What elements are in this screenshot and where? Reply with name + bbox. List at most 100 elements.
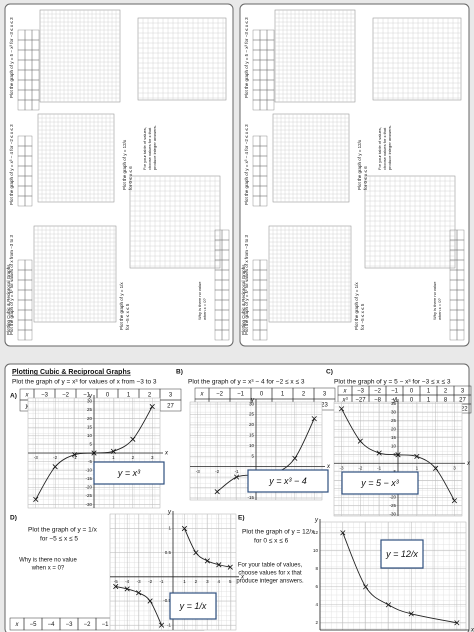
x-axis-label: x: [466, 461, 471, 467]
table-text: x: [15, 622, 20, 628]
point-cross: [130, 436, 136, 442]
y-tick-label: 0.5: [165, 550, 172, 555]
y-tick-label: -15: [247, 495, 254, 500]
question-note: choose values for x that: [238, 571, 302, 577]
y-tick-label: 30: [391, 409, 397, 414]
table-text: x: [25, 393, 30, 399]
table-text: 2: [302, 392, 306, 398]
table-cell: [456, 229, 465, 241]
table-text: −1: [391, 398, 399, 404]
point-cross: [311, 416, 317, 422]
y-tick-label: 15: [391, 435, 397, 440]
point-cross: [33, 496, 39, 502]
x-tick-label: -2: [53, 455, 57, 460]
table-text: x: [343, 389, 348, 395]
question-note: Why is there no value: [19, 558, 77, 564]
thumbnail-content: Plot the graph of y = 5 − x³ for −3 ≤ x …: [241, 9, 465, 341]
point-cross: [340, 530, 346, 536]
point-cross: [149, 404, 155, 410]
equation: y = 5 − x³: [360, 478, 400, 488]
x-tick-label: -3: [137, 579, 141, 584]
thumbnail-prompt: Plot the graph of y = 5 − x³ for −3 ≤ x …: [244, 17, 249, 98]
y-tick-label: -30: [85, 502, 92, 507]
table-cell: [266, 29, 275, 41]
x-tick-label: 3: [151, 455, 154, 460]
point-cross: [227, 564, 233, 570]
y-tick-label: -5: [88, 459, 92, 464]
y-tick-label: 15: [249, 433, 255, 438]
y-axis-label: y: [88, 394, 93, 400]
y-tick-label: 12: [313, 530, 319, 535]
point-cross: [124, 586, 130, 592]
x-tick-label: -5: [114, 579, 118, 584]
x-tick-label: 3: [453, 465, 456, 470]
blank-grid: [137, 17, 227, 101]
x-tick-label: 1: [183, 579, 186, 584]
x-axis-label: x: [164, 451, 169, 457]
table-text: 1: [427, 389, 431, 395]
point-cross: [52, 464, 58, 470]
table-text: −1: [237, 392, 245, 398]
x-tick-label: -3: [196, 469, 200, 474]
thumbnail-note: produce integer answers.: [152, 125, 157, 170]
table-text: −8: [374, 398, 382, 404]
x-tick-label: -2: [358, 465, 362, 470]
thumbnail-prompt: Plot the graph of y = 12/x: [357, 139, 362, 190]
y-tick-label: 10: [313, 548, 319, 553]
thumbnail-note: Why is there no value: [432, 281, 437, 320]
question-note: For your table of values,: [238, 563, 303, 569]
question-letter: E): [238, 515, 245, 522]
y-tick-label: 2: [315, 620, 318, 625]
x-tick-label: -4: [125, 579, 129, 584]
table-text: y: [25, 404, 30, 410]
thumbnail-note: when x = 0?: [202, 298, 207, 320]
point-cross: [181, 525, 188, 532]
point-cross: [72, 452, 78, 458]
point-cross: [158, 622, 165, 628]
thumbnail-prompt: Plot the graph of y = x³ for values of x…: [244, 234, 249, 335]
point-cross: [414, 453, 420, 460]
y-tick-label: 20: [87, 416, 93, 421]
question-prompt: Plot the graph of y = x³ for values of x…: [12, 379, 157, 386]
point-cross: [214, 489, 220, 495]
table-text: −1: [83, 393, 91, 399]
table-text: 2: [148, 393, 152, 399]
point-cross: [204, 558, 210, 564]
question-letter: D): [10, 515, 17, 522]
x-tick-label: -2: [215, 469, 219, 474]
thumbnail-note: Why is there no value: [197, 281, 202, 320]
table-text: 0: [410, 389, 414, 395]
y-tick-label: 10: [391, 443, 397, 448]
equation-box: [247, 469, 329, 493]
thumbnail-content: Plot the graph of y = 5 − x³ for −3 ≤ x …: [6, 9, 230, 341]
table-text: −1: [391, 389, 399, 395]
thumbnail-prompt: for 0 ≤ x ≤ 6: [128, 166, 133, 190]
point-cross: [292, 455, 298, 461]
y-tick-label: 5: [89, 442, 92, 447]
table-text: 1: [427, 398, 431, 404]
table-cell: [31, 29, 40, 41]
point-cross: [454, 620, 460, 626]
point-cross: [91, 450, 97, 456]
y-tick-label: -20: [85, 485, 92, 490]
table-text: 3: [461, 389, 465, 395]
thumbnail-prompt: Plot the graph of y = x³ − 4 for −2 ≤ x …: [244, 124, 249, 205]
table-text: 0: [106, 393, 110, 399]
table-cell: [259, 259, 268, 271]
x-tick-label: 1: [416, 465, 419, 470]
table-cell: [24, 259, 33, 271]
x-tick-label: -1: [73, 455, 77, 460]
table-text: −1: [102, 622, 110, 628]
equation-box: [169, 592, 217, 620]
point-cross: [357, 438, 363, 444]
title: Plotting Cubic & Reciprocal Graphs: [12, 369, 131, 376]
x-tick-label: -1: [160, 579, 164, 584]
y-axis-label: y: [314, 518, 319, 524]
table-text: 27: [167, 404, 174, 410]
point-cross: [110, 448, 116, 454]
x-axis-label: x: [326, 464, 331, 470]
y-tick-label: -1: [167, 622, 171, 627]
thumbnail-note: For your table of values,: [142, 127, 147, 170]
y-axis-label: y: [250, 398, 255, 404]
table-text: 27: [459, 398, 466, 404]
